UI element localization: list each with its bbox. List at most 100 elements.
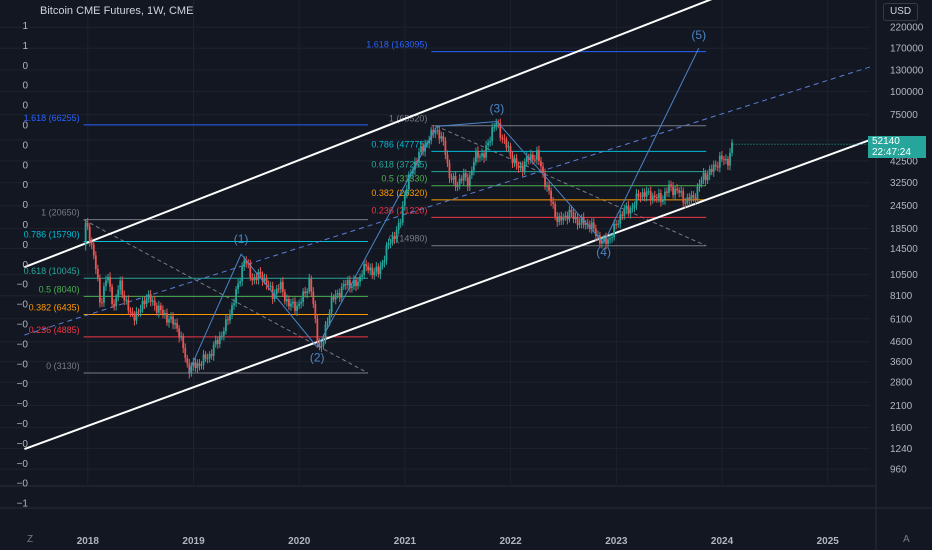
price-tick-label: 2800	[890, 378, 913, 389]
time-tick-label: 2024	[711, 536, 734, 547]
candle-body	[546, 185, 548, 187]
candle-body	[212, 344, 215, 356]
candle-body	[379, 266, 382, 275]
candle-body	[147, 294, 150, 299]
candle-body	[399, 222, 402, 224]
candle-body	[412, 169, 414, 174]
candle-body	[361, 274, 363, 277]
left-axis-label: 0	[22, 61, 28, 72]
candle-body	[222, 331, 225, 336]
candle-body	[344, 284, 347, 286]
candle-body	[507, 146, 510, 148]
candle-body	[290, 303, 292, 307]
candle-body	[298, 303, 300, 306]
candle-body	[688, 197, 691, 201]
candle-body	[611, 237, 614, 239]
candle-body	[245, 260, 248, 264]
candle-body	[180, 336, 183, 338]
candle-body	[464, 173, 467, 178]
left-axis-label: −0	[17, 300, 29, 311]
candle-body	[135, 311, 138, 321]
candle-body	[172, 316, 174, 325]
candle-body	[371, 267, 374, 276]
currency-button[interactable]: USD	[883, 3, 918, 21]
candle-body	[342, 284, 345, 287]
candle-body	[304, 291, 307, 294]
left-axis-label: 0	[22, 180, 28, 191]
candle-body	[596, 235, 599, 237]
candle-body	[698, 183, 701, 187]
price-tick-label: 1240	[890, 444, 913, 455]
candle-body	[422, 146, 424, 152]
candle-body	[237, 283, 239, 290]
candle-body	[452, 176, 455, 180]
candle-body	[84, 222, 87, 246]
price-tick-label: 32500	[890, 178, 918, 189]
auto-scale-button[interactable]: A	[903, 534, 910, 545]
candle-body	[355, 279, 357, 287]
candle-body	[521, 165, 524, 172]
candle-body	[247, 263, 250, 265]
channel-line	[24, 139, 871, 450]
price-tick-label: 100000	[890, 87, 924, 98]
candle-body	[218, 335, 221, 344]
candle-body	[568, 209, 571, 220]
candle-body	[641, 192, 644, 198]
candle-body	[170, 316, 172, 320]
candle-body	[529, 154, 532, 160]
candle-body	[353, 279, 355, 287]
wave-label: (5)	[691, 28, 706, 42]
candle-body	[676, 188, 679, 191]
candle-layer	[84, 118, 876, 379]
candle-body	[192, 362, 195, 366]
price-tick-label: 960	[890, 465, 907, 476]
candle-body	[233, 303, 235, 306]
fib-level-label: 0.382 (26320)	[371, 188, 427, 198]
elliott-wave-path	[187, 47, 700, 374]
candle-body	[220, 335, 223, 337]
candle-body	[157, 305, 160, 313]
candle-body	[609, 238, 611, 240]
candle-body	[346, 280, 349, 285]
fib-level-label: 0.618 (10045)	[24, 266, 80, 276]
left-axis-label: 0	[22, 220, 28, 231]
candle-body	[590, 222, 593, 229]
candle-body	[523, 161, 526, 172]
candle-body	[125, 299, 128, 301]
candle-body	[499, 123, 502, 138]
candle-body	[625, 205, 628, 210]
time-tick-label: 2025	[817, 536, 840, 547]
candle-body	[194, 362, 197, 369]
candle-body	[485, 145, 487, 158]
candle-body	[294, 301, 296, 311]
candle-body	[253, 277, 256, 281]
candle-body	[401, 205, 404, 223]
candle-body	[206, 358, 209, 360]
candle-body	[332, 297, 335, 300]
candle-body	[190, 365, 193, 374]
candle-body	[694, 197, 697, 200]
wave-label: (2)	[310, 351, 325, 365]
candle-body	[123, 294, 126, 301]
candle-body	[487, 142, 490, 146]
candle-body	[308, 278, 311, 292]
grid-layer	[0, 0, 870, 484]
candle-body	[619, 214, 622, 224]
candle-body	[139, 309, 142, 313]
candle-body	[166, 313, 168, 323]
candle-body	[405, 189, 408, 195]
time-tick-label: 2023	[605, 536, 628, 547]
candle-body	[442, 136, 445, 142]
candle-body	[533, 159, 536, 161]
candle-body	[151, 300, 154, 302]
candle-body	[267, 284, 270, 286]
goto-date-button[interactable]: Z	[27, 534, 34, 545]
fib-level-label: 0.618 (37265)	[371, 160, 427, 170]
left-axis-label: −0	[17, 419, 29, 430]
candle-body	[649, 191, 652, 201]
candle-body	[444, 141, 447, 155]
candle-body	[340, 286, 343, 298]
candle-body	[720, 155, 723, 160]
candle-body	[727, 158, 729, 166]
